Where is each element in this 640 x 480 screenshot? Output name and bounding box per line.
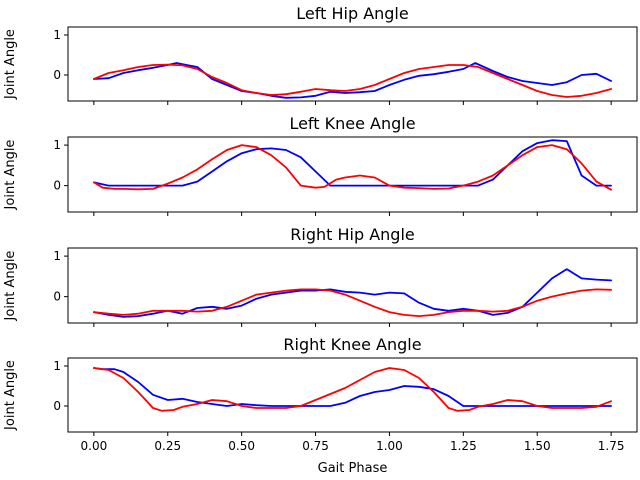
x-tick-label-3-6: 1.50 xyxy=(524,439,551,453)
axes-frame-3 xyxy=(67,357,638,433)
series-line-0-1 xyxy=(93,63,612,98)
axes-frame-1 xyxy=(67,136,638,213)
series-line-0-0 xyxy=(93,62,612,99)
panel-title-0: Left Hip Angle xyxy=(296,4,408,23)
y-tick-label-3-1: 1 xyxy=(53,359,61,373)
y-tick-label-0-1: 1 xyxy=(53,28,61,42)
x-tick-label-3-0: 0.00 xyxy=(81,439,108,453)
y-axis-label-0: Joint Angle xyxy=(3,29,18,100)
y-axis-label-1: Joint Angle xyxy=(3,140,18,211)
series-line-2-1 xyxy=(93,288,612,318)
y-tick-label-2-1: 1 xyxy=(53,249,61,263)
x-tick-label-3-7: 1.75 xyxy=(598,439,625,453)
y-tick-label-1-1: 1 xyxy=(53,138,61,152)
series-line-3-0 xyxy=(93,367,612,407)
series-line-2-0 xyxy=(93,268,612,318)
x-tick-label-3-4: 1.00 xyxy=(376,439,403,453)
x-axis-label: Gait Phase xyxy=(318,461,388,476)
y-axis-label-3: Joint Angle xyxy=(3,360,18,431)
axes-frame-0 xyxy=(67,26,638,102)
x-tick-label-3-3: 0.75 xyxy=(302,439,329,453)
x-tick-label-3-1: 0.25 xyxy=(154,439,181,453)
series-line-3-1 xyxy=(93,367,612,412)
panel-title-2: Right Hip Angle xyxy=(290,225,414,244)
panel-title-3: Right Knee Angle xyxy=(283,335,421,354)
series-line-1-1 xyxy=(93,144,612,191)
axes-frame-2 xyxy=(67,247,638,324)
x-tick-label-3-2: 0.50 xyxy=(228,439,255,453)
y-tick-label-0-0: 0 xyxy=(53,68,61,82)
y-tick-label-3-0: 0 xyxy=(53,399,61,413)
panel-title-1: Left Knee Angle xyxy=(289,114,415,133)
x-tick-label-3-5: 1.25 xyxy=(450,439,477,453)
series-line-1-0 xyxy=(93,139,612,187)
y-tick-label-2-0: 0 xyxy=(53,290,61,304)
y-tick-label-1-0: 0 xyxy=(53,179,61,193)
y-axis-label-2: Joint Angle xyxy=(3,251,18,322)
